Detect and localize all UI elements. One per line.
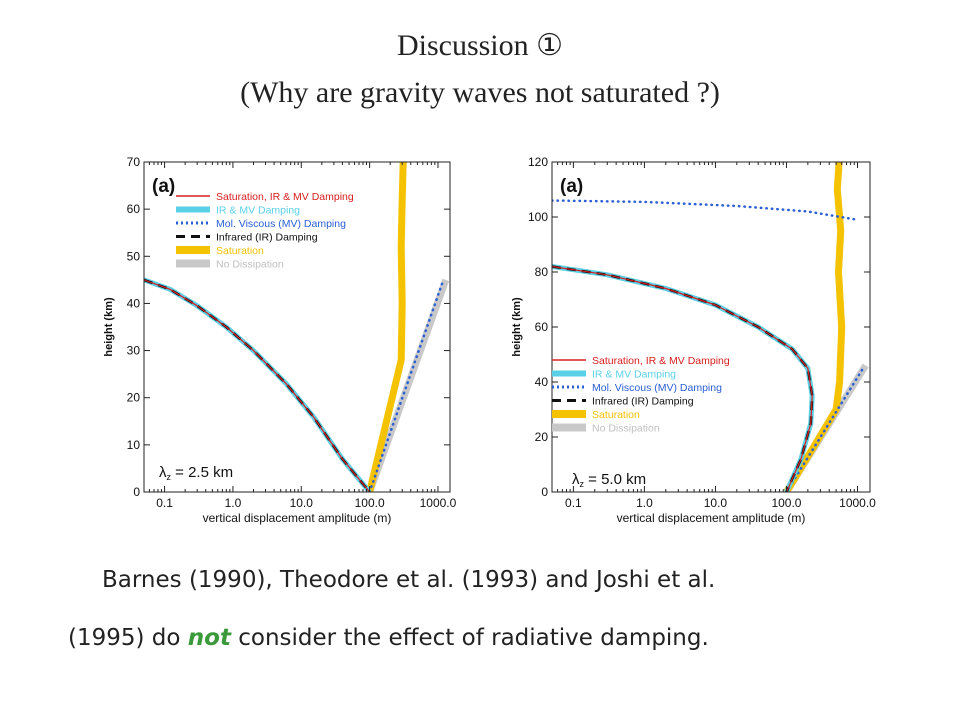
x-axis-label: vertical displacement amplitude (m) [203, 511, 392, 525]
plot-frame [143, 161, 451, 493]
annotation-subscript: z [167, 472, 172, 482]
x-tick-label: 100.0 [355, 496, 385, 510]
slide-title-line1: Discussion ① [396, 29, 564, 62]
x-tick-label: 0.1 [565, 496, 582, 510]
y-tick-label: 120 [528, 155, 548, 169]
plot-area [552, 162, 870, 492]
series-line-1 [366, 162, 407, 492]
y-tick-label: 20 [127, 391, 141, 405]
legend-label: Saturation [216, 245, 264, 257]
y-tick-label: 20 [535, 430, 549, 444]
body-text-line2: (1995) do not consider the effect of rad… [68, 625, 709, 651]
legend-label: Saturation [592, 409, 640, 421]
annotation-value: = 5.0 km [584, 471, 646, 488]
legend-label: No Dissipation [216, 259, 284, 271]
annotation-value: = 2.5 km [171, 464, 233, 481]
x-axis-label: vertical displacement amplitude (m) [617, 511, 806, 525]
slide-title-line2: (Why are gravity waves not saturated ?) [240, 76, 720, 109]
y-tick-label: 40 [127, 296, 141, 310]
y-tick-label: 40 [535, 375, 549, 389]
series-line-6 [552, 265, 813, 492]
annotation-lambda: λ [159, 464, 167, 481]
y-tick-label: 60 [127, 202, 141, 216]
x-tick-label: 10.0 [704, 496, 728, 510]
annotation-subscript: z [580, 479, 585, 489]
y-tick-label: 0 [133, 485, 140, 499]
legend-label: Infrared (IR) Damping [216, 232, 318, 244]
y-axis-label: height (km) [103, 297, 115, 357]
series-group [144, 162, 450, 492]
y-tick-label: 30 [127, 344, 141, 358]
legend: Saturation, IR & MV Damping IR & MV Dampi… [176, 191, 354, 271]
legend: Saturation, IR & MV Damping IR & MV Dampi… [552, 355, 730, 435]
x-tick-label: 0.1 [156, 496, 173, 510]
y-tick-label: 0 [541, 485, 548, 499]
series-line-1 [783, 162, 846, 492]
body-text-line2-start: (1995) do [68, 625, 188, 651]
y-tick-label: 100 [528, 210, 548, 224]
legend-label: IR & MV Damping [216, 205, 300, 217]
y-tick-label: 50 [127, 249, 141, 263]
chart-right: 0.1 1.0 10.0 100.0 1000.0 0 20 40 60 80 100 120 vert… [511, 155, 876, 525]
legend-label: Saturation, IR & MV Damping [592, 355, 730, 367]
x-tick-label: 1.0 [225, 496, 242, 510]
x-tick-label: 10.0 [290, 496, 314, 510]
y-axis-label: height (km) [511, 297, 523, 357]
x-tick-label: 1000.0 [839, 496, 876, 510]
legend-label: Mol. Viscous (MV) Damping [216, 218, 346, 230]
emphasis-not: not [187, 625, 231, 651]
y-tick-label: 60 [535, 320, 549, 334]
y-tick-label: 80 [535, 265, 549, 279]
legend-label: Saturation, IR & MV Damping [216, 191, 354, 203]
chart-left: 0.1 1.0 10.0 100.0 1000.0 0 10 20 30 40 50 60 70 vert… [103, 155, 457, 525]
body-text-line1: Barnes (1990), Theodore et al. (1993) an… [102, 567, 716, 593]
legend-label: Infrared (IR) Damping [592, 396, 694, 408]
series-line-2 [368, 278, 445, 492]
series-line-3 [552, 199, 859, 222]
x-tick-label: 1.0 [636, 496, 653, 510]
wavelength-annotation: λz = 2.5 km [159, 464, 233, 482]
legend-label: Mol. Viscous (MV) Damping [592, 382, 722, 394]
y-tick-label: 10 [127, 438, 141, 452]
panel-label: (a) [152, 176, 175, 197]
legend-label: No Dissipation [592, 423, 660, 435]
series-line-5 [144, 279, 371, 492]
series-line-2 [785, 367, 865, 492]
x-tick-label: 100.0 [771, 496, 801, 510]
legend-label: IR & MV Damping [592, 369, 676, 381]
body-text-line2-end: consider the effect of radiative damping… [230, 625, 709, 651]
y-tick-label: 70 [127, 155, 141, 169]
x-tick-label: 1000.0 [420, 496, 457, 510]
wavelength-annotation: λz = 5.0 km [572, 471, 646, 489]
annotation-lambda: λ [572, 471, 580, 488]
panel-label: (a) [560, 176, 583, 197]
series-group [552, 162, 869, 492]
